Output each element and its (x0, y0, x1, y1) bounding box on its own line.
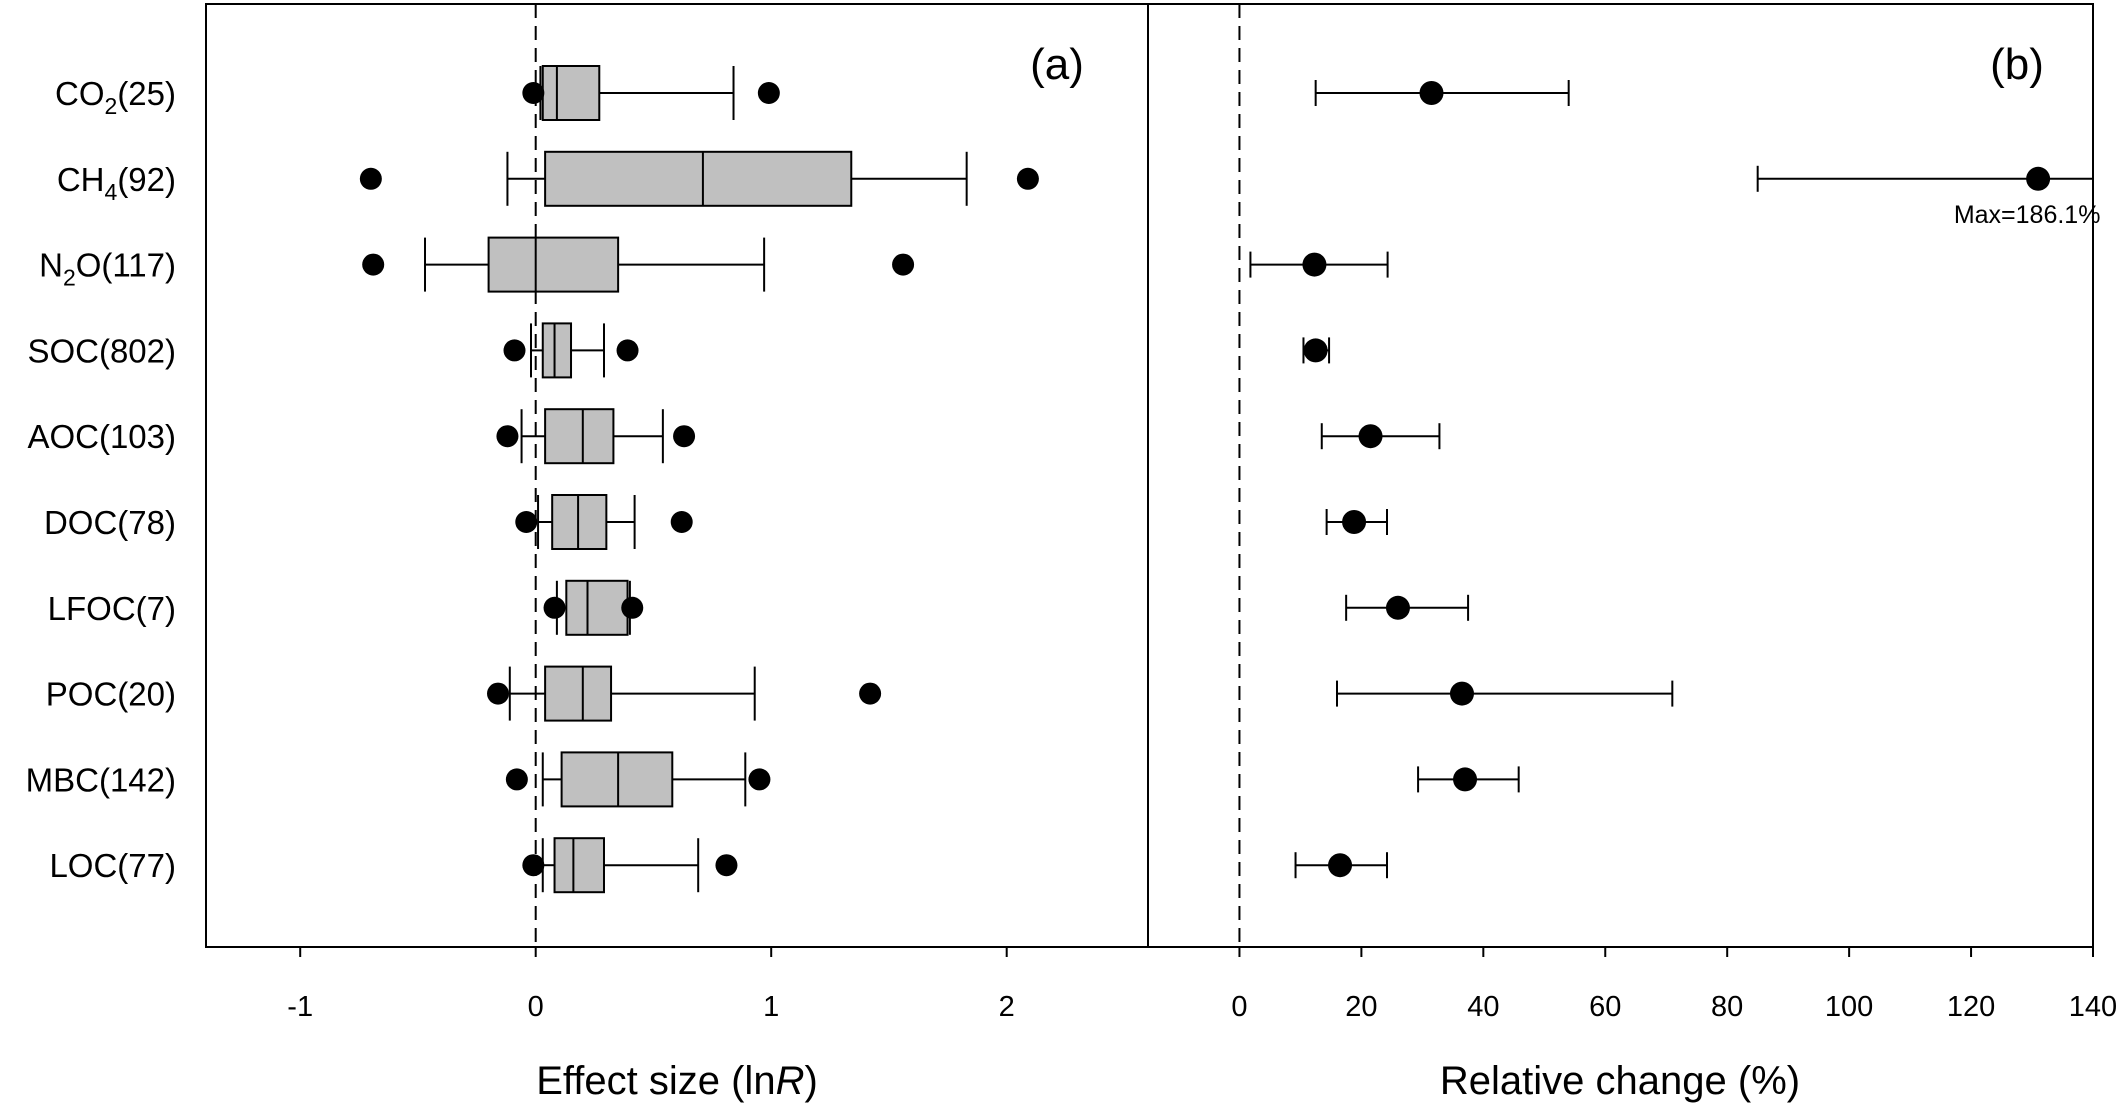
x-tick-label: 80 (1711, 991, 1743, 1023)
x-tick-label: 40 (1467, 991, 1499, 1023)
panel-a-x-axis-title: Effect size (lnR) (536, 1059, 818, 1103)
panel-b: Max=186.1% 0 20 40 60 80 100 120 140 (b) Relati… (1147, 3, 2117, 1103)
panel-b-x-ticks: 0 20 40 60 80 100 120 140 (1231, 947, 2117, 1023)
outlier-point (503, 339, 526, 362)
x-tick-label: 2 (999, 991, 1015, 1023)
panel-b-points: Max=186.1% (1249, 80, 2101, 879)
x-tick-label: 140 (2069, 991, 2117, 1023)
outlier-point (359, 167, 382, 190)
outlier-point (616, 339, 639, 362)
outlier-point (505, 768, 528, 791)
outlier-point (748, 768, 771, 791)
category-label: AOC(103) (27, 418, 176, 455)
iqr-box (487, 236, 620, 293)
outlier-point (362, 253, 385, 276)
iqr-box (544, 408, 615, 465)
mean-point (1453, 767, 1478, 792)
mean-point (1419, 81, 1444, 105)
category-labels: CO2(25) CH4(92) N2O(117) SOC(802) AOC(103) DO… (26, 75, 176, 884)
panel-a: -1 0 1 2 CO2(25) CH4(92) N2O(117) SOC(802) AOC(… (26, 3, 1149, 1103)
category-label: N2O(117) (39, 247, 176, 291)
outlier-point (892, 253, 915, 276)
category-label: DOC(78) (44, 504, 176, 541)
outlier-point (522, 854, 545, 877)
x-tick-label: 0 (528, 991, 544, 1023)
iqr-box (553, 837, 605, 894)
outlier-point (621, 596, 644, 619)
mean-point (2026, 166, 2051, 191)
outlier-point (1016, 167, 1039, 190)
panel-a-boxes (359, 65, 1039, 894)
iqr-box (541, 65, 601, 121)
outlier-point (543, 596, 566, 619)
panel-b-x-axis-title: Relative change (%) (1440, 1059, 1800, 1103)
outlier-point (715, 854, 738, 877)
x-tick-label: 100 (1825, 991, 1873, 1023)
outlier-point (757, 82, 780, 104)
category-label: POC(20) (46, 676, 176, 713)
panel-a-frame (205, 3, 1149, 948)
mean-point (1303, 338, 1328, 363)
max-annotation: Max=186.1% (1954, 201, 2101, 229)
x-tick-label: 1 (763, 991, 779, 1023)
outlier-point (515, 511, 538, 533)
x-tick-label: 20 (1345, 991, 1377, 1023)
outlier-point (522, 82, 545, 104)
iqr-box (565, 579, 629, 636)
iqr-box (560, 751, 674, 808)
outlier-point (673, 425, 696, 448)
outlier-point (670, 511, 693, 533)
iqr-box (544, 150, 853, 207)
mean-point (1385, 595, 1410, 620)
mean-point (1342, 510, 1367, 534)
category-label: CO2(25) (55, 75, 176, 119)
iqr-box (541, 322, 573, 379)
mean-point (1302, 252, 1327, 277)
panel-a-x-ticks: -1 0 1 2 (287, 947, 1015, 1023)
mean-point (1328, 853, 1353, 878)
outlier-point (487, 682, 510, 705)
x-tick-label: 120 (1947, 991, 1995, 1023)
category-label: LFOC(7) (48, 590, 176, 627)
iqr-box (544, 665, 613, 722)
mean-point (1449, 681, 1474, 706)
category-label: MBC(142) (26, 761, 176, 798)
outlier-point (859, 682, 882, 705)
category-label: LOC(77) (49, 847, 176, 884)
panel-b-label: (b) (1990, 40, 2044, 89)
x-tick-label: 60 (1589, 991, 1621, 1023)
x-tick-label: 0 (1231, 991, 1247, 1023)
category-label: SOC(802) (27, 332, 176, 369)
panel-b-frame (1147, 3, 2094, 948)
panel-a-label: (a) (1030, 40, 1084, 89)
category-label: CH4(92) (57, 161, 176, 205)
iqr-box (551, 494, 608, 550)
x-tick-label: -1 (287, 991, 313, 1023)
outlier-point (496, 425, 519, 448)
mean-point (1358, 424, 1383, 449)
